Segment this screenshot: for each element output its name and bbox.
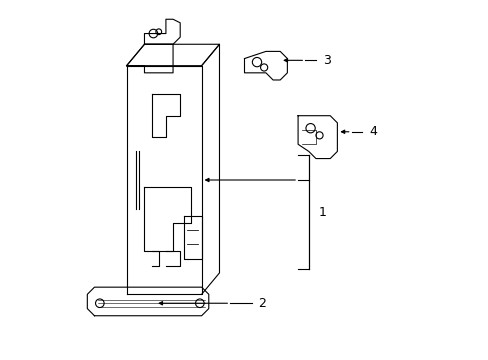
Text: 4: 4 [368,125,376,138]
Text: 3: 3 [322,54,330,67]
Text: 1: 1 [319,206,326,219]
Text: 2: 2 [258,297,266,310]
